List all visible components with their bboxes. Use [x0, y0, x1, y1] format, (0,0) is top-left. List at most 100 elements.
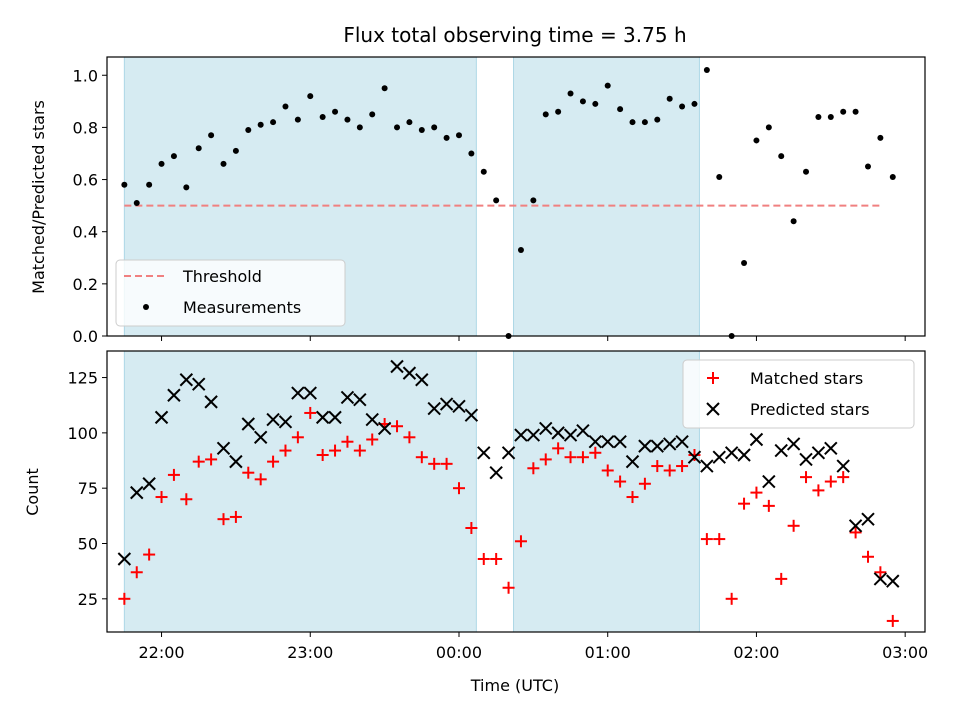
measurement-point [827, 113, 834, 120]
measurement-point [319, 113, 326, 120]
predicted-star-point [786, 437, 801, 451]
matched-star-point [676, 460, 689, 473]
y-tick-label: 0.4 [73, 223, 98, 242]
predicted-star-point [638, 439, 652, 453]
measurement-point [641, 119, 648, 126]
measurement-point [381, 85, 388, 92]
measurement-point [741, 259, 748, 266]
predicted-star-point [514, 428, 528, 442]
legend-measurements-label: Measurements [183, 298, 301, 317]
matched-star-point [304, 406, 317, 419]
measurement-point [530, 197, 537, 204]
matched-star-point [688, 448, 701, 461]
measurement-point [542, 111, 549, 118]
measurement-point [864, 163, 871, 170]
x-tick-label: 02:00 [733, 643, 779, 662]
matched-star-point [787, 519, 800, 532]
measurement-point [443, 134, 450, 141]
measurement-point [356, 124, 363, 131]
predicted-star-point [216, 441, 231, 456]
measurement-point [146, 181, 153, 188]
predicted-star-point [415, 373, 429, 387]
predicted-star-point [687, 450, 702, 464]
predicted-star-point [762, 474, 776, 489]
matched-star-point [824, 475, 837, 488]
matched-star-point [490, 552, 503, 565]
predicted-star-point [836, 459, 850, 473]
matched-star-point [750, 486, 763, 499]
measurement-point [716, 173, 723, 180]
matched-star-point [254, 473, 267, 486]
matched-star-point [205, 453, 218, 466]
predicted-star-point [824, 441, 838, 456]
matched-star-point [800, 471, 813, 484]
matched-star-point [217, 513, 230, 526]
legend-measurements-swatch [143, 304, 149, 310]
bottom-x-axis-label: Time (UTC) [470, 676, 559, 695]
matched-star-point [391, 420, 404, 433]
measurement-point [468, 150, 475, 157]
measurement-point [567, 90, 574, 97]
matched-star-point [651, 460, 664, 473]
measurement-point [679, 103, 686, 110]
predicted-star-point [353, 392, 367, 407]
predicted-star-point [576, 423, 590, 438]
matched-star-point [812, 484, 825, 497]
predicted-star-point [402, 366, 417, 380]
measurement-point [840, 108, 847, 115]
bottom-panel: 25 50 75 100 125 22:00 23:00 00:00 01:00 02:00 03… [23, 350, 928, 695]
measurement-point [121, 181, 128, 188]
matched-star-point [167, 468, 180, 481]
matched-star-point [316, 448, 329, 461]
y-tick-label: 125 [67, 369, 98, 388]
bottom-series [117, 359, 900, 627]
predicted-star-point [365, 412, 379, 427]
predicted-star-point [774, 443, 788, 458]
matched-star-point [725, 592, 738, 605]
top-legend: Threshold Measurements [115, 259, 346, 327]
predicted-star-point [154, 410, 169, 425]
legend-predicted-swatch [706, 402, 720, 416]
measurement-point [579, 98, 586, 105]
measurement-point [270, 119, 277, 126]
legend-matched-swatch [707, 372, 719, 384]
matched-star-point [130, 566, 143, 579]
matched-star-point [118, 592, 131, 605]
matched-star-point [452, 482, 465, 495]
predicted-star-point [588, 435, 603, 449]
observing-interval [513, 56, 700, 337]
matched-star-point [329, 444, 342, 457]
predicted-star-point [501, 446, 516, 460]
predicted-star-point [241, 417, 255, 431]
measurement-point [778, 153, 785, 160]
top-x-ticks [161, 336, 906, 341]
predicted-star-point [266, 412, 280, 427]
y-tick-label: 1.0 [73, 66, 98, 85]
measurement-point [232, 147, 239, 154]
predicted-star-point [452, 399, 466, 414]
predicted-star-point [427, 401, 441, 416]
top-panel: 0.0 0.2 0.4 0.6 0.8 1.0 Matched/Predicted sta… [29, 56, 926, 346]
predicted-star-point [464, 408, 479, 422]
measurement-point [394, 124, 401, 131]
predicted-star-point [526, 428, 541, 442]
predicted-star-point [873, 572, 888, 586]
predicted-star-point [799, 452, 813, 467]
matched-star-point [837, 471, 850, 484]
measurement-point [418, 127, 425, 134]
matched-star-point [143, 548, 156, 561]
y-tick-label: 0.8 [73, 118, 98, 137]
predicted-star-point [291, 386, 305, 400]
matched-star-point [589, 446, 602, 459]
matched-star-point [713, 533, 726, 546]
predicted-star-point [142, 477, 156, 491]
predicted-star-point [192, 377, 206, 391]
measurement-point [332, 108, 339, 115]
measurement-point [753, 137, 760, 144]
bottom-shaded-regions [123, 350, 700, 633]
matched-star-point [514, 535, 527, 548]
y-tick-label: 75 [78, 479, 98, 498]
bottom-y-axis-label: Count [23, 468, 42, 516]
measurement-point [629, 119, 636, 126]
